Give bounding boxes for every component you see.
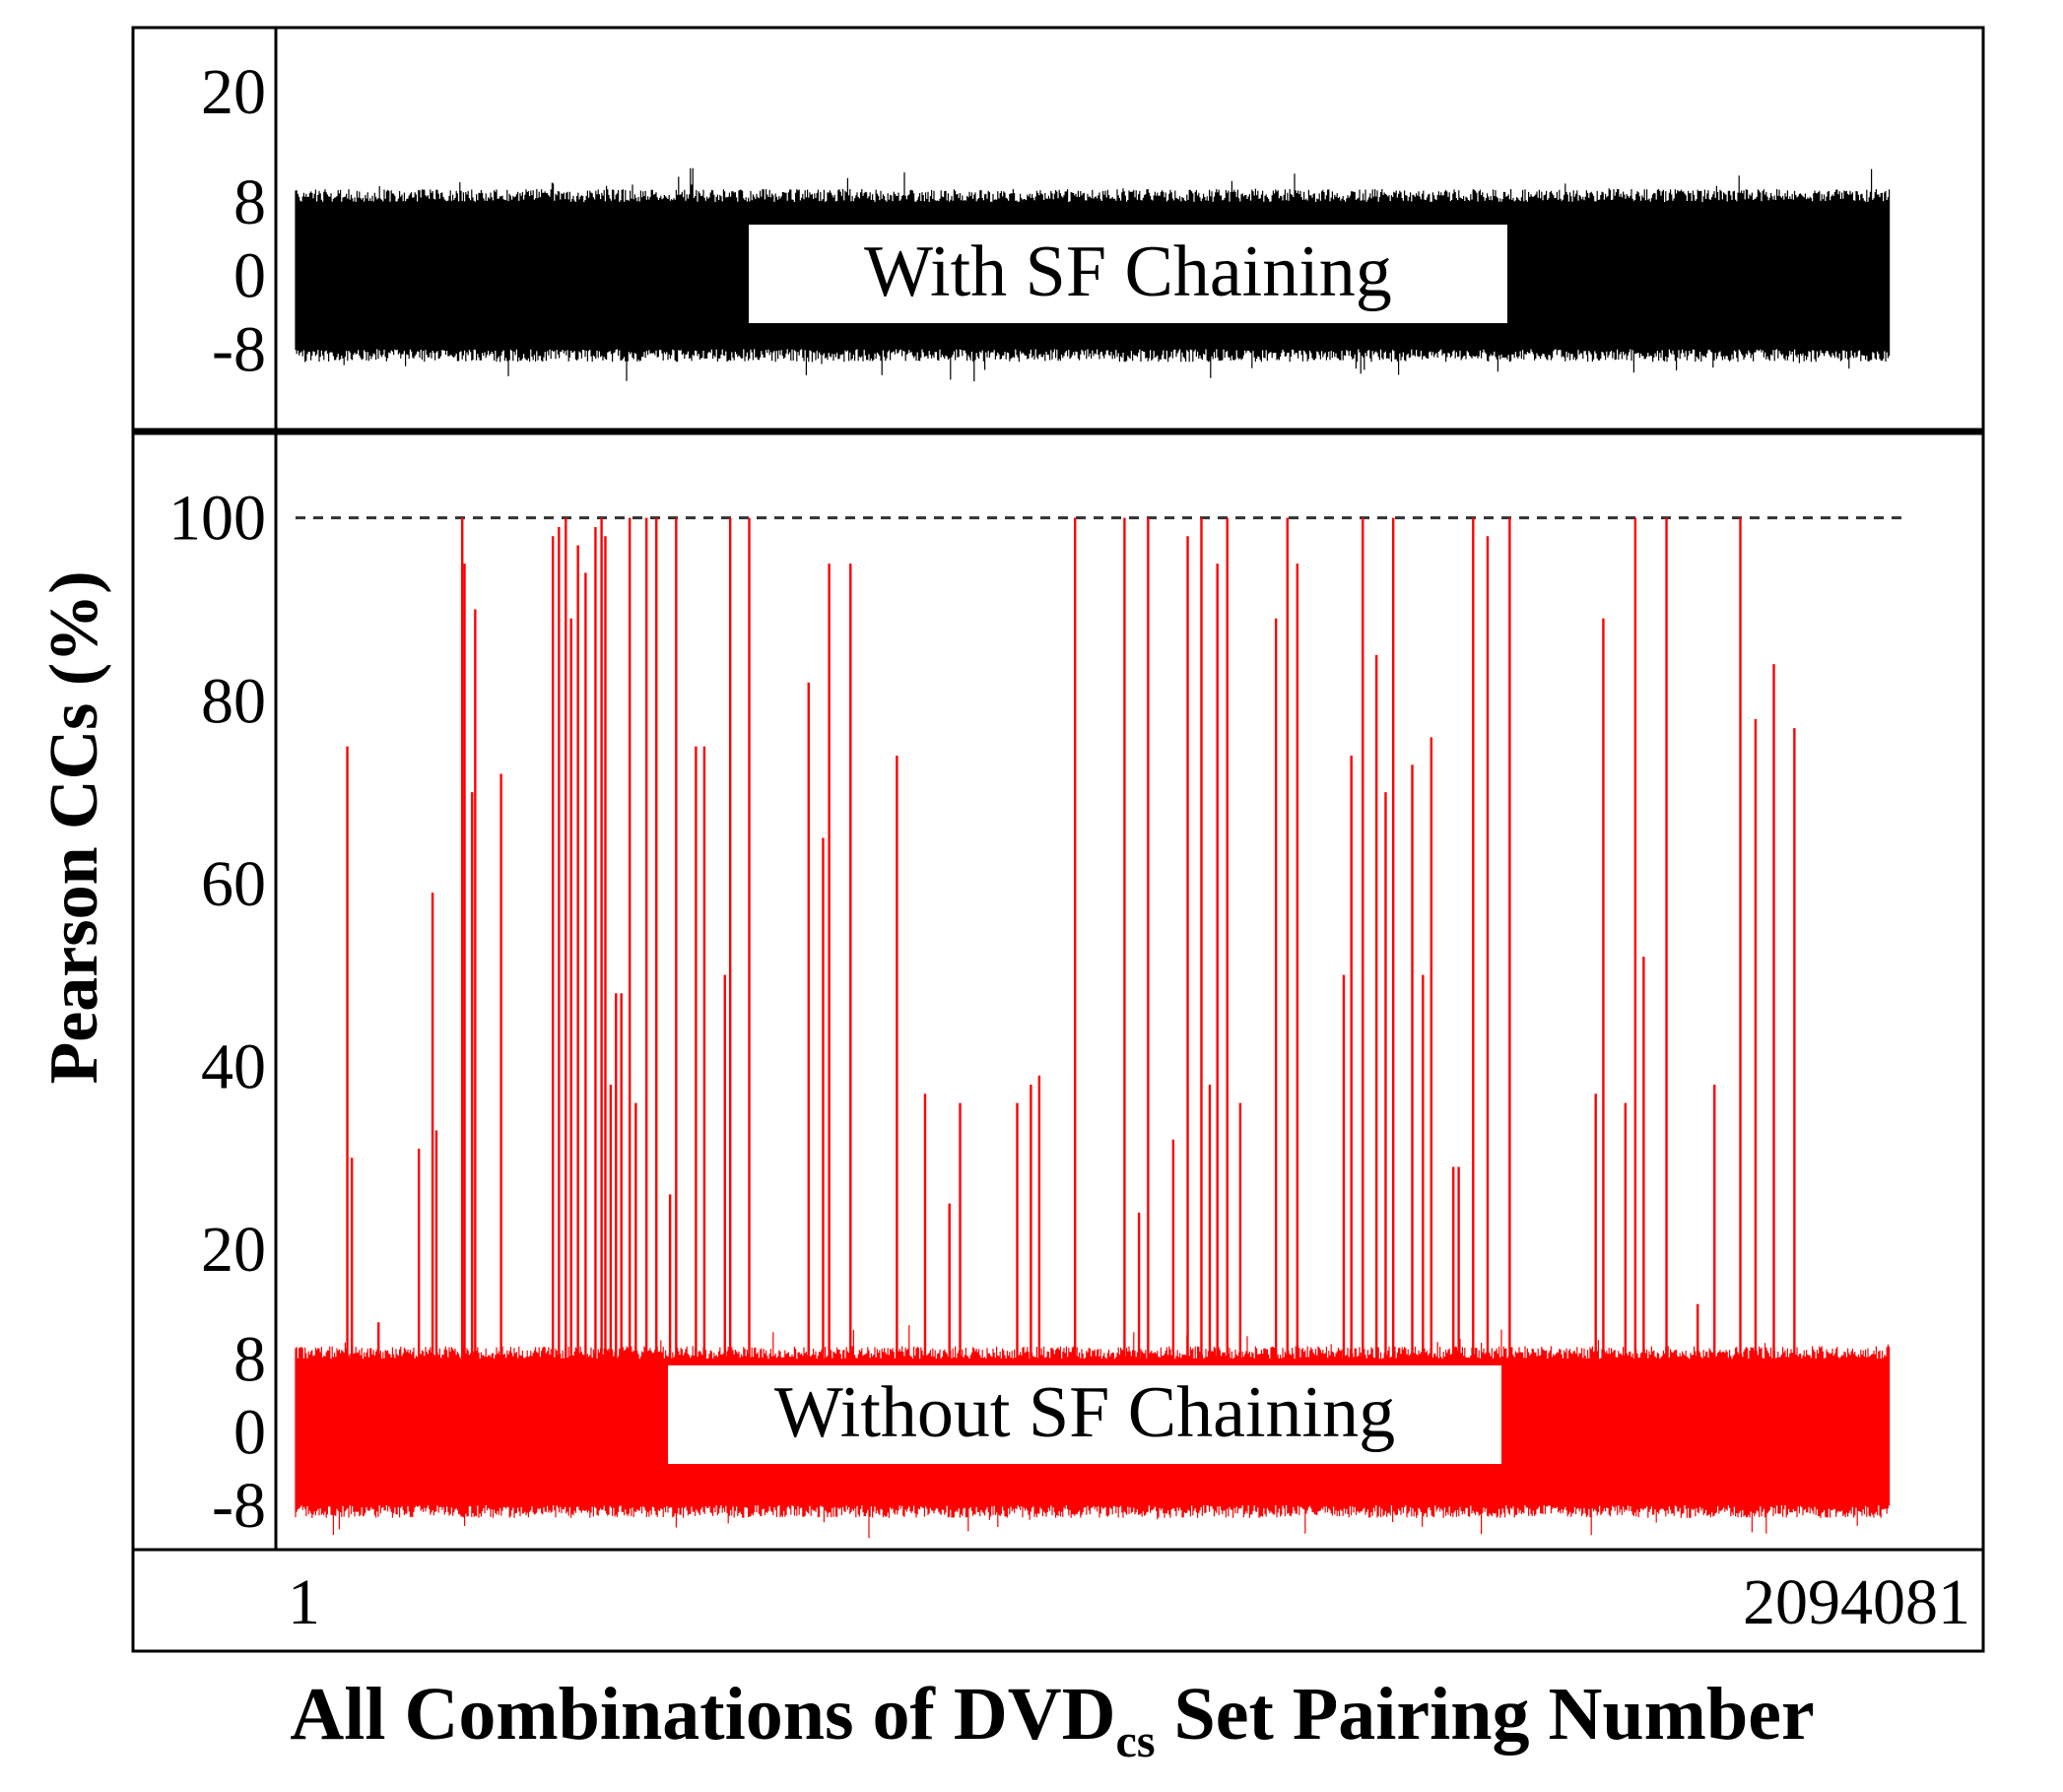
x-tick-start: 1 (288, 1566, 320, 1638)
bottom-y-tick-0: 0 (233, 1397, 266, 1469)
top-annotation: With SF Chaining (864, 232, 1392, 312)
top-y-ticks: 20 80-8 (201, 56, 266, 385)
top-y-tick-0: 0 (233, 240, 266, 312)
x-tick-end: 2094081 (1743, 1566, 1970, 1638)
top-y-tick-8: 8 (233, 166, 266, 238)
bottom-annotation-box (668, 1365, 1501, 1464)
top-y-tick-20: 20 (201, 56, 266, 128)
figure-frames (131, 26, 1985, 1653)
top-annotation-box (749, 225, 1507, 323)
bottom-y-tick-8: 8 (233, 1323, 266, 1395)
x-label-main: All Combinations of DVD (290, 1673, 1115, 1756)
bottom-annotation: Without SF Chaining (774, 1372, 1395, 1453)
x-label-tail: Set Pairing Number (1156, 1673, 1815, 1756)
bottom-y-tick-20: 20 (201, 1214, 266, 1286)
bottom-y-tick-80: 80 (201, 665, 266, 737)
top-panel: 20 80-8 With SF Chaining (201, 56, 1891, 385)
bottom-y-tick-neg8: -8 (212, 1470, 266, 1542)
x-axis-frame (131, 1548, 1985, 1653)
x-axis-label: All Combinations of DVDcs Set Pairing Nu… (290, 1673, 1814, 1767)
x-label-subscript: cs (1116, 1715, 1156, 1767)
bottom-y-tick-40: 40 (201, 1030, 266, 1102)
bottom-y-tick-100: 100 (168, 483, 266, 555)
bottom-y-tick-60: 60 (201, 848, 266, 920)
bottom-spikes (346, 517, 1796, 1432)
y-axis-label: Pearson CCs (%) (36, 570, 112, 1084)
top-y-tick-neg8: -8 (212, 313, 266, 385)
